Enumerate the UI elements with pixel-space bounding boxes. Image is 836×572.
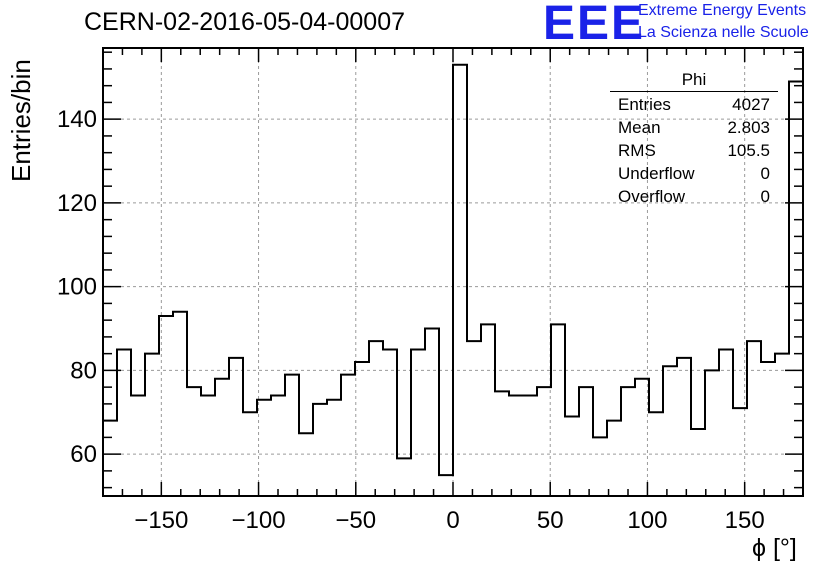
stats-value: 105.5 [727,141,770,160]
y-tick-label: 100 [57,274,97,301]
stats-value: 0 [760,187,770,206]
stats-label: RMS [618,141,656,160]
y-tick-label: 140 [57,106,97,133]
stats-row: Entries 4027 [610,94,778,117]
logo-line-1: Extreme Energy Events [638,2,807,19]
stats-title: Phi [610,70,778,92]
stats-row: Overflow 0 [610,186,778,209]
logo-line-2: La Scienza nelle Scuole [638,24,809,41]
x-tick-label: 150 [725,507,765,534]
axis-ticks [102,48,804,496]
stats-box: Phi Entries 4027 Mean 2.803 RMS 105.5 Under… [610,70,778,209]
run-title: CERN-02-2016-05-04-00007 [84,8,406,36]
y-tick-label: 60 [70,441,97,468]
x-tick-label: −100 [232,507,286,534]
y-tick-label: 80 [70,357,97,384]
x-axis-label: ϕ [°] [752,534,797,562]
stats-label: Overflow [618,187,686,206]
x-tick-label: 50 [537,507,564,534]
histogram-line [103,63,803,477]
stats-label: Entries [618,95,671,114]
eee-logo: EEE [543,0,646,50]
stats-row: Underflow 0 [610,163,778,186]
tick-labels: −150 −100 −50 0 50 100 150 60 80 100 120 140 [57,106,765,534]
stats-label: Underflow [618,164,695,183]
stats-value: 2.803 [727,118,770,137]
y-axis-label: Entries/bin [6,59,36,182]
stats-value: 0 [760,164,770,183]
y-tick-label: 120 [57,190,97,217]
stats-value: 4027 [732,95,770,114]
x-tick-label: −150 [134,507,188,534]
stats-label: Mean [618,118,661,137]
x-tick-label: −50 [335,507,376,534]
stats-row: RMS 105.5 [610,140,778,163]
stats-row: Mean 2.803 [610,117,778,140]
histogram-series [103,63,803,477]
x-tick-label: 0 [446,507,459,534]
x-tick-label: 100 [627,507,667,534]
